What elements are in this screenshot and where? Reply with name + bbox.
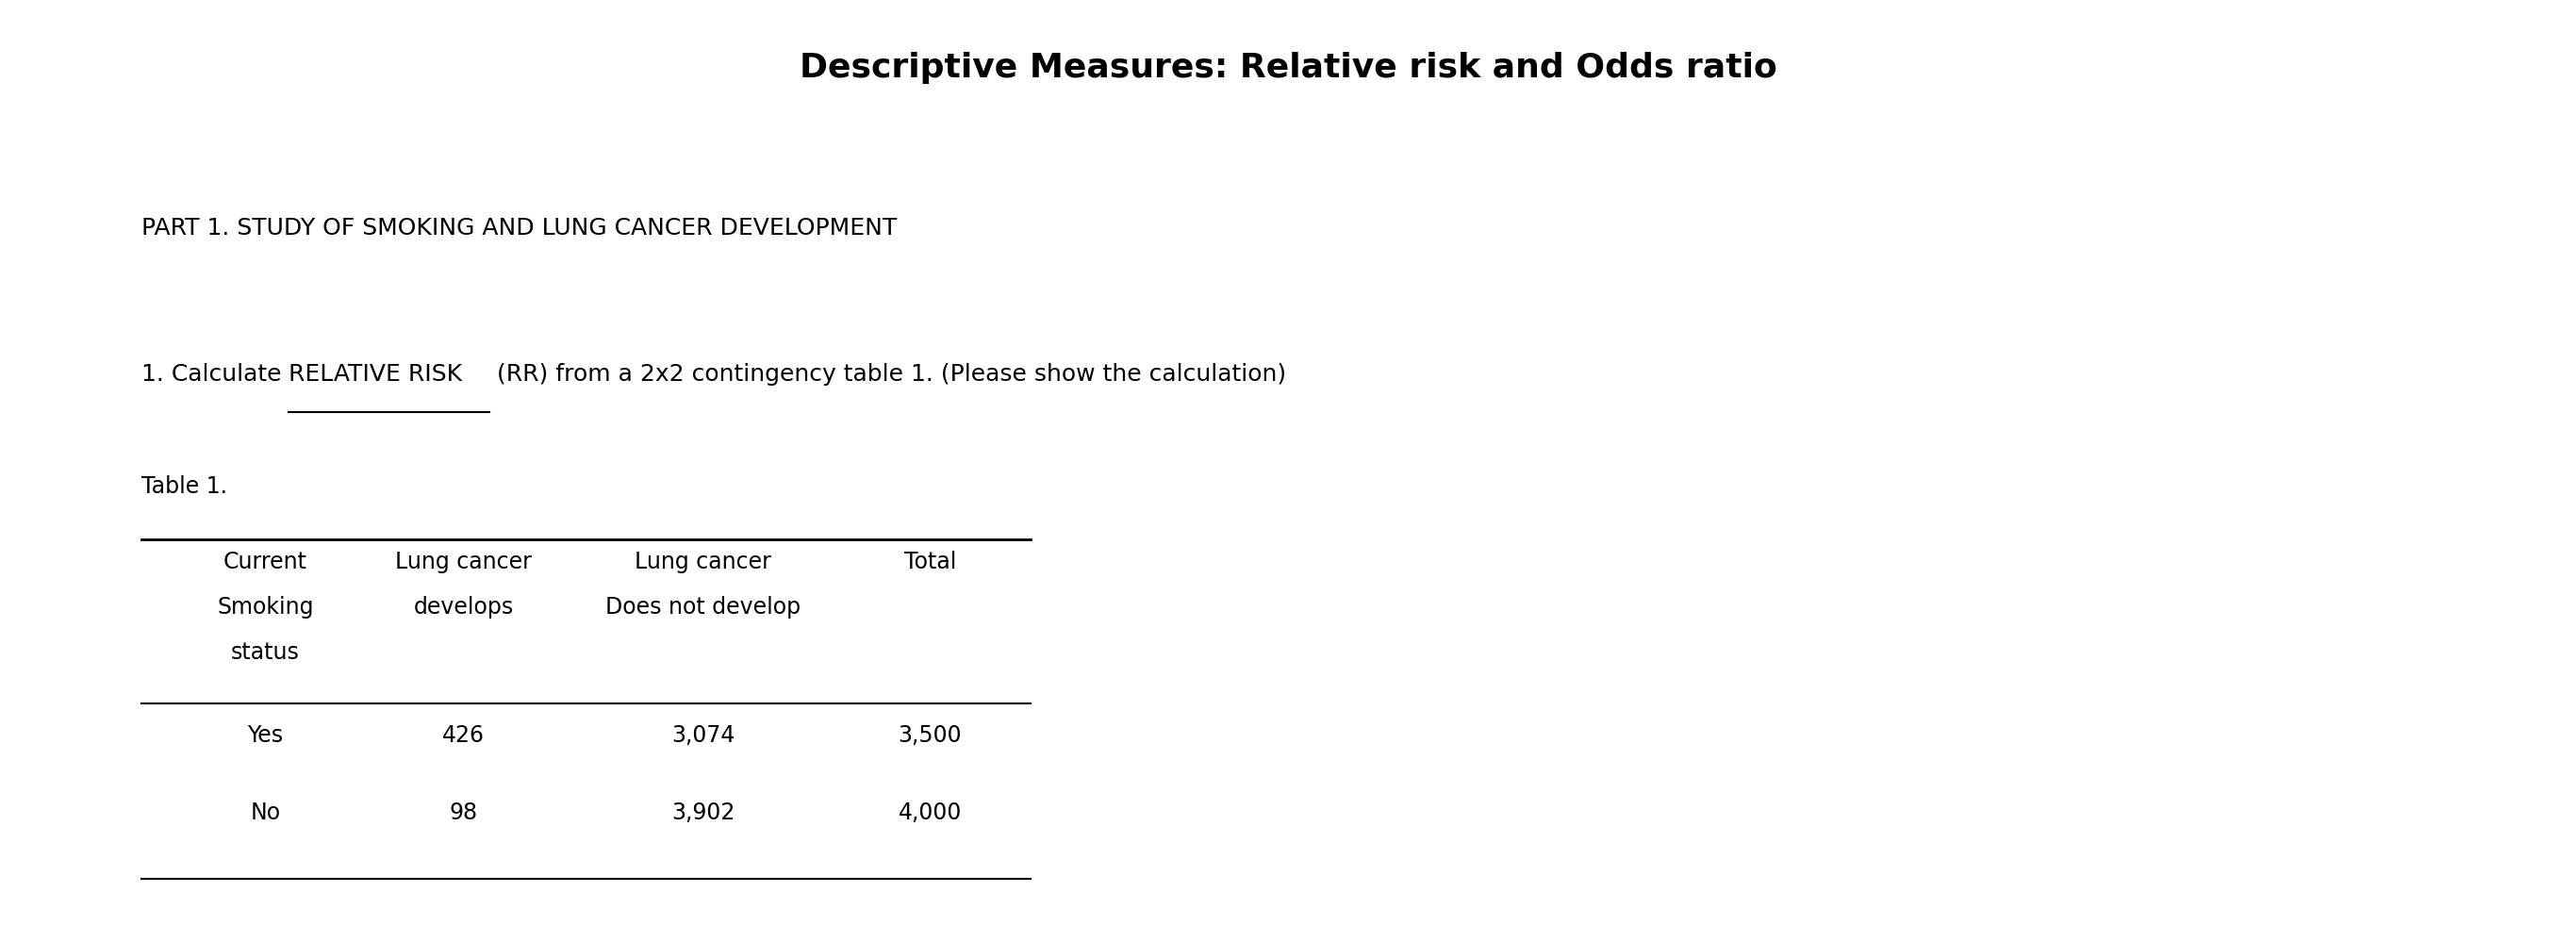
Text: (RR) from a 2x2 contingency table 1. (Please show the calculation): (RR) from a 2x2 contingency table 1. (Pl…	[489, 363, 1285, 385]
Text: develops: develops	[415, 596, 513, 619]
Text: Yes: Yes	[247, 724, 283, 747]
Text: 1. Calculate: 1. Calculate	[142, 363, 289, 385]
Text: 3,902: 3,902	[672, 802, 734, 824]
Text: Descriptive Measures: Relative risk and Odds ratio: Descriptive Measures: Relative risk and …	[799, 52, 1777, 84]
Text: Does not develop: Does not develop	[605, 596, 801, 619]
Text: status: status	[232, 642, 299, 664]
Text: 3,500: 3,500	[899, 724, 961, 747]
Text: Total: Total	[904, 551, 956, 574]
Text: Lung cancer: Lung cancer	[634, 551, 773, 574]
Text: 4,000: 4,000	[899, 802, 961, 824]
Text: Lung cancer: Lung cancer	[394, 551, 533, 574]
Text: Current: Current	[224, 551, 307, 574]
Text: RELATIVE RISK: RELATIVE RISK	[289, 363, 461, 385]
Text: Table 1.: Table 1.	[142, 476, 227, 498]
Text: No: No	[250, 802, 281, 824]
Text: PART 1. STUDY OF SMOKING AND LUNG CANCER DEVELOPMENT: PART 1. STUDY OF SMOKING AND LUNG CANCER…	[142, 217, 896, 239]
Text: 426: 426	[443, 724, 484, 747]
Text: Smoking: Smoking	[216, 596, 314, 619]
Text: 98: 98	[448, 802, 479, 824]
Text: 3,074: 3,074	[672, 724, 734, 747]
